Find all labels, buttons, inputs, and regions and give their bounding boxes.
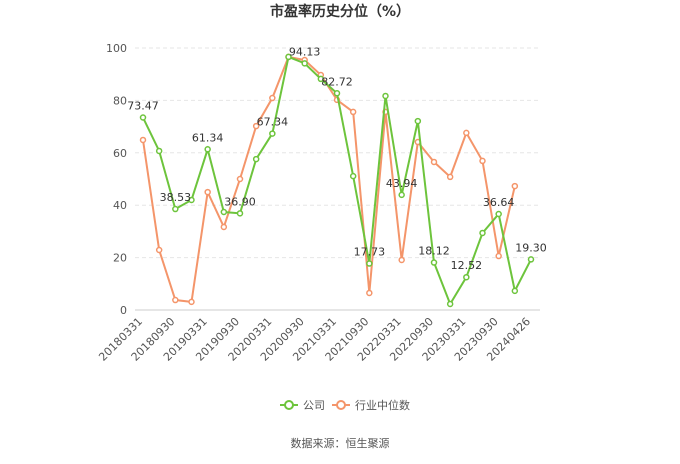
point (301, 60, 308, 67)
point (252, 155, 260, 163)
point (398, 256, 405, 264)
value-label: 38.53 (160, 191, 192, 204)
point (333, 90, 341, 97)
point (479, 157, 486, 165)
point (495, 210, 502, 218)
point (349, 172, 357, 180)
value-label: 73.47 (127, 100, 159, 113)
point (220, 223, 228, 231)
legend-item: 公司 (280, 399, 325, 412)
point (398, 191, 405, 199)
y-tick-label: 40 (113, 199, 127, 212)
value-label: 61.34 (192, 131, 224, 144)
point (155, 246, 163, 254)
point (317, 75, 325, 83)
y-tick-label: 80 (113, 94, 127, 107)
y-tick-label: 100 (106, 42, 127, 55)
point (430, 158, 438, 166)
y-tick-label: 0 (120, 304, 127, 317)
point (188, 196, 195, 204)
point (430, 259, 438, 266)
value-label: 12.52 (451, 259, 483, 272)
chart-title: 市盈率历史分位（%） (270, 3, 410, 20)
point (172, 296, 179, 304)
point (204, 146, 211, 153)
point (269, 94, 276, 102)
value-label: 19.30 (515, 241, 547, 254)
point (172, 205, 179, 213)
point (479, 229, 486, 237)
value-label: 43.94 (386, 177, 418, 190)
point (236, 210, 244, 217)
y-tick-label: 60 (113, 147, 127, 160)
point (495, 252, 502, 260)
legend-label: 公司 (303, 399, 325, 412)
point (269, 130, 276, 137)
source: 数据来源：恒生聚源 (291, 436, 390, 450)
point (204, 188, 211, 196)
value-label: 36.64 (483, 196, 515, 209)
point (188, 298, 195, 306)
point (446, 173, 454, 181)
y-tick-label: 20 (113, 252, 127, 265)
value-label: 36.90 (224, 195, 256, 208)
legend-marker (284, 400, 294, 410)
point (349, 108, 357, 116)
point (527, 256, 535, 263)
point (285, 53, 292, 61)
value-label: 18.12 (418, 245, 450, 258)
point (139, 114, 147, 121)
legend-marker (336, 400, 346, 410)
value-label: 94.13 (289, 45, 321, 58)
point (511, 182, 519, 190)
legend-item: 行业中位数 (332, 398, 410, 412)
point (220, 208, 228, 216)
point (382, 92, 389, 100)
value-label: 67.34 (257, 116, 289, 129)
point (155, 147, 163, 155)
point (463, 129, 470, 137)
point (252, 122, 260, 130)
point (511, 287, 519, 295)
point (236, 175, 244, 183)
legend-label: 行业中位数 (355, 398, 410, 412)
point (139, 136, 147, 144)
value-label: 82.72 (321, 75, 353, 88)
point (463, 273, 470, 281)
value-label: 17.73 (354, 246, 386, 259)
point (366, 260, 373, 267)
point (366, 289, 373, 297)
point (446, 300, 454, 308)
point (414, 117, 422, 125)
